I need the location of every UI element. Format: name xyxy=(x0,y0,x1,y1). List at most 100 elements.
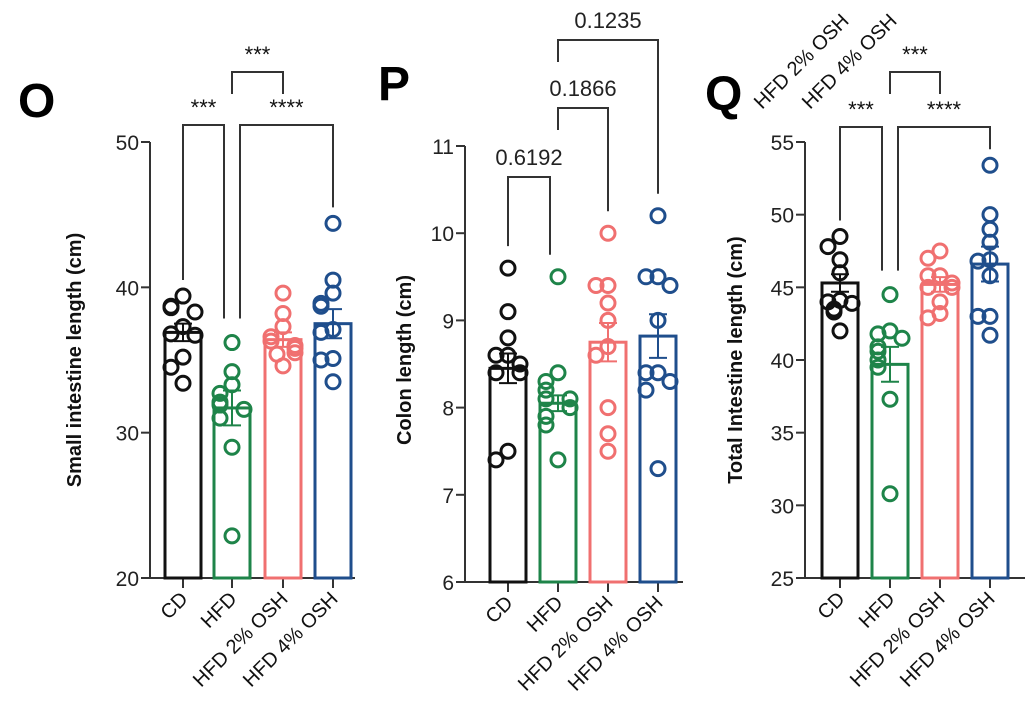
significance-label: *** xyxy=(191,95,217,120)
y-tick-label: 40 xyxy=(116,277,139,300)
data-point xyxy=(981,233,999,251)
data-point xyxy=(223,334,241,352)
data-point xyxy=(969,252,987,270)
y-tick-label: 20 xyxy=(116,568,139,591)
data-point xyxy=(487,451,505,469)
comparison-bracket xyxy=(897,126,991,271)
bar-cd xyxy=(163,330,203,580)
data-point xyxy=(969,307,987,325)
y-tick-label: 11 xyxy=(432,136,454,159)
significance-label: *** xyxy=(245,42,271,67)
data-point xyxy=(869,351,887,369)
data-point xyxy=(324,350,342,368)
bar-hfd-2-osh xyxy=(263,338,303,580)
data-point xyxy=(312,323,330,341)
data-point xyxy=(637,268,655,286)
data-point xyxy=(981,267,999,285)
x-tick-label: CD xyxy=(482,592,518,628)
x-tick-label: HFD xyxy=(855,588,900,633)
data-point xyxy=(981,307,999,325)
comparison-bracket xyxy=(557,107,609,212)
y-tick-label: 50 xyxy=(116,132,139,155)
data-point xyxy=(312,297,330,315)
data-point xyxy=(537,372,555,390)
data-point xyxy=(274,284,292,302)
panel-letter: P xyxy=(378,58,410,111)
data-point xyxy=(881,286,899,304)
significance-label: *** xyxy=(848,97,874,122)
data-point xyxy=(819,238,837,256)
data-point xyxy=(931,293,949,311)
y-tick-label: 6 xyxy=(442,572,454,595)
y-tick-label: 40 xyxy=(771,350,794,373)
data-point xyxy=(487,346,505,364)
y-tick-label: 7 xyxy=(442,485,454,508)
data-point xyxy=(223,376,241,394)
data-point xyxy=(599,277,617,295)
y-tick-label: 30 xyxy=(116,423,139,446)
bar-hfd xyxy=(870,362,910,580)
comparison-bracket xyxy=(182,124,225,319)
data-point xyxy=(186,303,204,321)
data-point xyxy=(511,355,529,373)
panel-q: Q Total Intestine length (cm) 25 30 35 40 45… xyxy=(705,42,1025,692)
data-point xyxy=(186,326,204,344)
data-point xyxy=(599,338,617,356)
data-point xyxy=(499,442,517,460)
data-point xyxy=(661,372,679,390)
data-point xyxy=(211,409,229,427)
data-point xyxy=(649,268,667,286)
bar-cd xyxy=(488,366,528,584)
y-tick-label: 45 xyxy=(771,277,794,300)
data-point xyxy=(637,381,655,399)
data-point xyxy=(661,277,679,295)
data-point xyxy=(487,364,505,382)
x-tick-label: CD xyxy=(157,588,193,624)
bar-hfd-4-osh xyxy=(970,262,1010,580)
data-point xyxy=(881,485,899,503)
data-point xyxy=(599,399,617,417)
significance-label: **** xyxy=(927,97,962,122)
data-point xyxy=(981,251,999,269)
data-point xyxy=(223,527,241,545)
bar-hfd xyxy=(538,401,578,584)
panel-letter: Q xyxy=(705,68,742,121)
data-point xyxy=(324,373,342,391)
data-point xyxy=(537,416,555,434)
data-point xyxy=(537,390,555,408)
y-tick-label: 50 xyxy=(771,205,794,228)
data-point xyxy=(286,344,304,362)
data-point xyxy=(599,442,617,460)
data-point xyxy=(881,390,899,408)
data-point xyxy=(981,326,999,344)
y-tick-label: 9 xyxy=(442,310,454,333)
data-point xyxy=(312,351,330,369)
y-axis-title: Small intestine length (cm) xyxy=(64,233,86,487)
data-point xyxy=(869,358,887,376)
data-point xyxy=(831,227,849,245)
p-value-label: 0.1235 xyxy=(574,8,641,33)
panel-o: O Small intestine length (cm) 20 30 40 50 CD… xyxy=(18,42,355,692)
y-axis-title: Total Intestine length (cm) xyxy=(725,236,747,483)
data-point xyxy=(637,364,655,382)
data-point xyxy=(981,206,999,224)
data-point xyxy=(919,309,937,327)
data-point xyxy=(599,224,617,242)
data-point xyxy=(499,329,517,347)
data-point xyxy=(561,399,579,417)
bar-hfd xyxy=(212,406,252,580)
data-point xyxy=(919,249,937,267)
data-point xyxy=(262,332,280,350)
comparison-bracket xyxy=(239,124,334,319)
data-point xyxy=(174,318,192,336)
bar-cd xyxy=(820,281,860,580)
comparison-bracket xyxy=(889,71,941,94)
y-tick-label: 30 xyxy=(771,495,794,518)
y-tick-label: 55 xyxy=(771,132,794,155)
data-point xyxy=(831,264,849,282)
bar-hfd-4-osh xyxy=(313,322,353,580)
data-point xyxy=(537,381,555,399)
y-axis-title: Colon length (cm) xyxy=(394,275,416,445)
data-point xyxy=(919,267,937,285)
